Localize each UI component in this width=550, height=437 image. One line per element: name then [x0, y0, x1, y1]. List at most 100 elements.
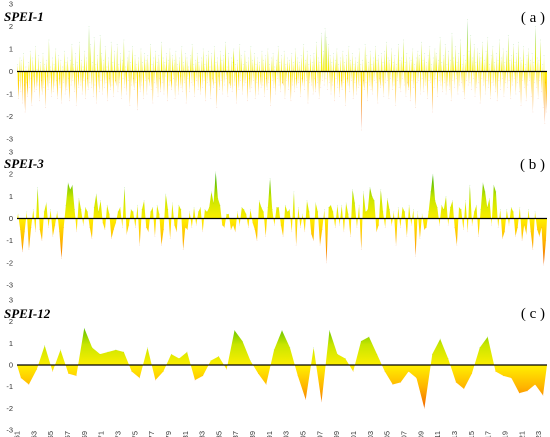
data-point	[132, 77, 134, 79]
data-point	[432, 111, 433, 113]
data-point	[369, 187, 371, 188]
data-point	[154, 235, 156, 237]
data-point	[162, 57, 164, 59]
data-point	[484, 93, 486, 95]
data-point	[72, 80, 74, 81]
data-point	[426, 62, 427, 63]
data-point	[438, 80, 440, 81]
data-point	[54, 224, 56, 226]
data-point	[167, 100, 168, 102]
data-point	[543, 55, 545, 57]
data-point	[284, 204, 286, 206]
data-point	[493, 84, 495, 86]
data-point	[252, 59, 253, 61]
data-point	[155, 86, 157, 88]
data-point	[469, 184, 471, 186]
data-point	[421, 77, 423, 79]
data-point	[196, 80, 197, 81]
data-point	[224, 41, 226, 43]
data-point	[541, 91, 542, 93]
data-point	[495, 371, 496, 372]
data-point	[55, 48, 57, 50]
data-point	[311, 84, 312, 86]
data-point	[158, 55, 160, 57]
data-point	[546, 111, 547, 113]
data-point	[91, 238, 93, 239]
data-point	[95, 64, 97, 66]
data-point	[177, 64, 178, 66]
data-point	[439, 37, 441, 39]
data-point	[35, 231, 36, 233]
data-point	[228, 213, 230, 215]
data-point	[287, 57, 288, 59]
data-point	[146, 93, 148, 95]
data-point	[210, 98, 212, 99]
data-point	[449, 59, 451, 61]
data-point	[239, 44, 241, 45]
data-point	[434, 200, 436, 202]
data-point	[484, 59, 485, 61]
data-point	[217, 198, 219, 199]
data-point	[373, 57, 374, 59]
data-point	[416, 82, 418, 84]
data-point	[267, 207, 269, 208]
data-point	[512, 44, 514, 45]
data-point	[139, 377, 140, 379]
data-point	[299, 95, 301, 97]
data-point	[368, 84, 370, 86]
data-point	[544, 122, 546, 124]
data-point	[352, 371, 354, 372]
data-point	[433, 86, 435, 88]
data-point	[30, 77, 32, 79]
data-point	[268, 82, 270, 84]
data-point	[314, 77, 316, 79]
data-point	[525, 100, 527, 102]
data-point	[512, 211, 514, 213]
data-point	[138, 75, 140, 77]
data-point	[171, 89, 172, 90]
data-point	[180, 86, 182, 88]
data-point	[19, 57, 21, 59]
data-point	[343, 82, 345, 84]
data-point	[163, 93, 165, 95]
data-point	[43, 86, 45, 88]
spei-area-series	[17, 328, 547, 409]
data-point	[408, 89, 409, 90]
x-tick-label: 1981	[181, 431, 190, 437]
data-point	[482, 182, 484, 184]
data-point	[310, 55, 311, 57]
data-point	[38, 55, 40, 57]
data-point	[277, 46, 279, 48]
data-point	[194, 379, 196, 381]
data-point	[483, 84, 484, 86]
data-point	[182, 249, 184, 250]
data-point	[456, 244, 458, 246]
data-point	[523, 46, 524, 48]
data-point	[135, 82, 137, 84]
data-point	[436, 207, 438, 208]
data-point	[192, 84, 194, 86]
data-point	[289, 209, 290, 210]
data-point	[396, 64, 397, 66]
x-tick-label: 2001	[349, 431, 358, 437]
data-point	[310, 233, 312, 235]
data-point	[536, 86, 537, 88]
data-point	[345, 104, 346, 106]
data-point	[413, 86, 414, 88]
data-point	[213, 86, 214, 88]
data-point	[161, 244, 162, 246]
data-point	[106, 204, 108, 206]
data-point	[91, 347, 93, 349]
data-point	[391, 224, 393, 226]
data-point	[440, 84, 442, 86]
data-point	[380, 53, 382, 54]
data-point	[439, 338, 441, 340]
data-point	[62, 66, 63, 68]
data-point	[438, 59, 439, 61]
data-point	[264, 95, 265, 97]
data-point	[508, 80, 510, 81]
data-point	[521, 59, 523, 61]
data-point	[137, 109, 138, 111]
data-point	[56, 211, 58, 213]
data-point	[363, 89, 365, 90]
